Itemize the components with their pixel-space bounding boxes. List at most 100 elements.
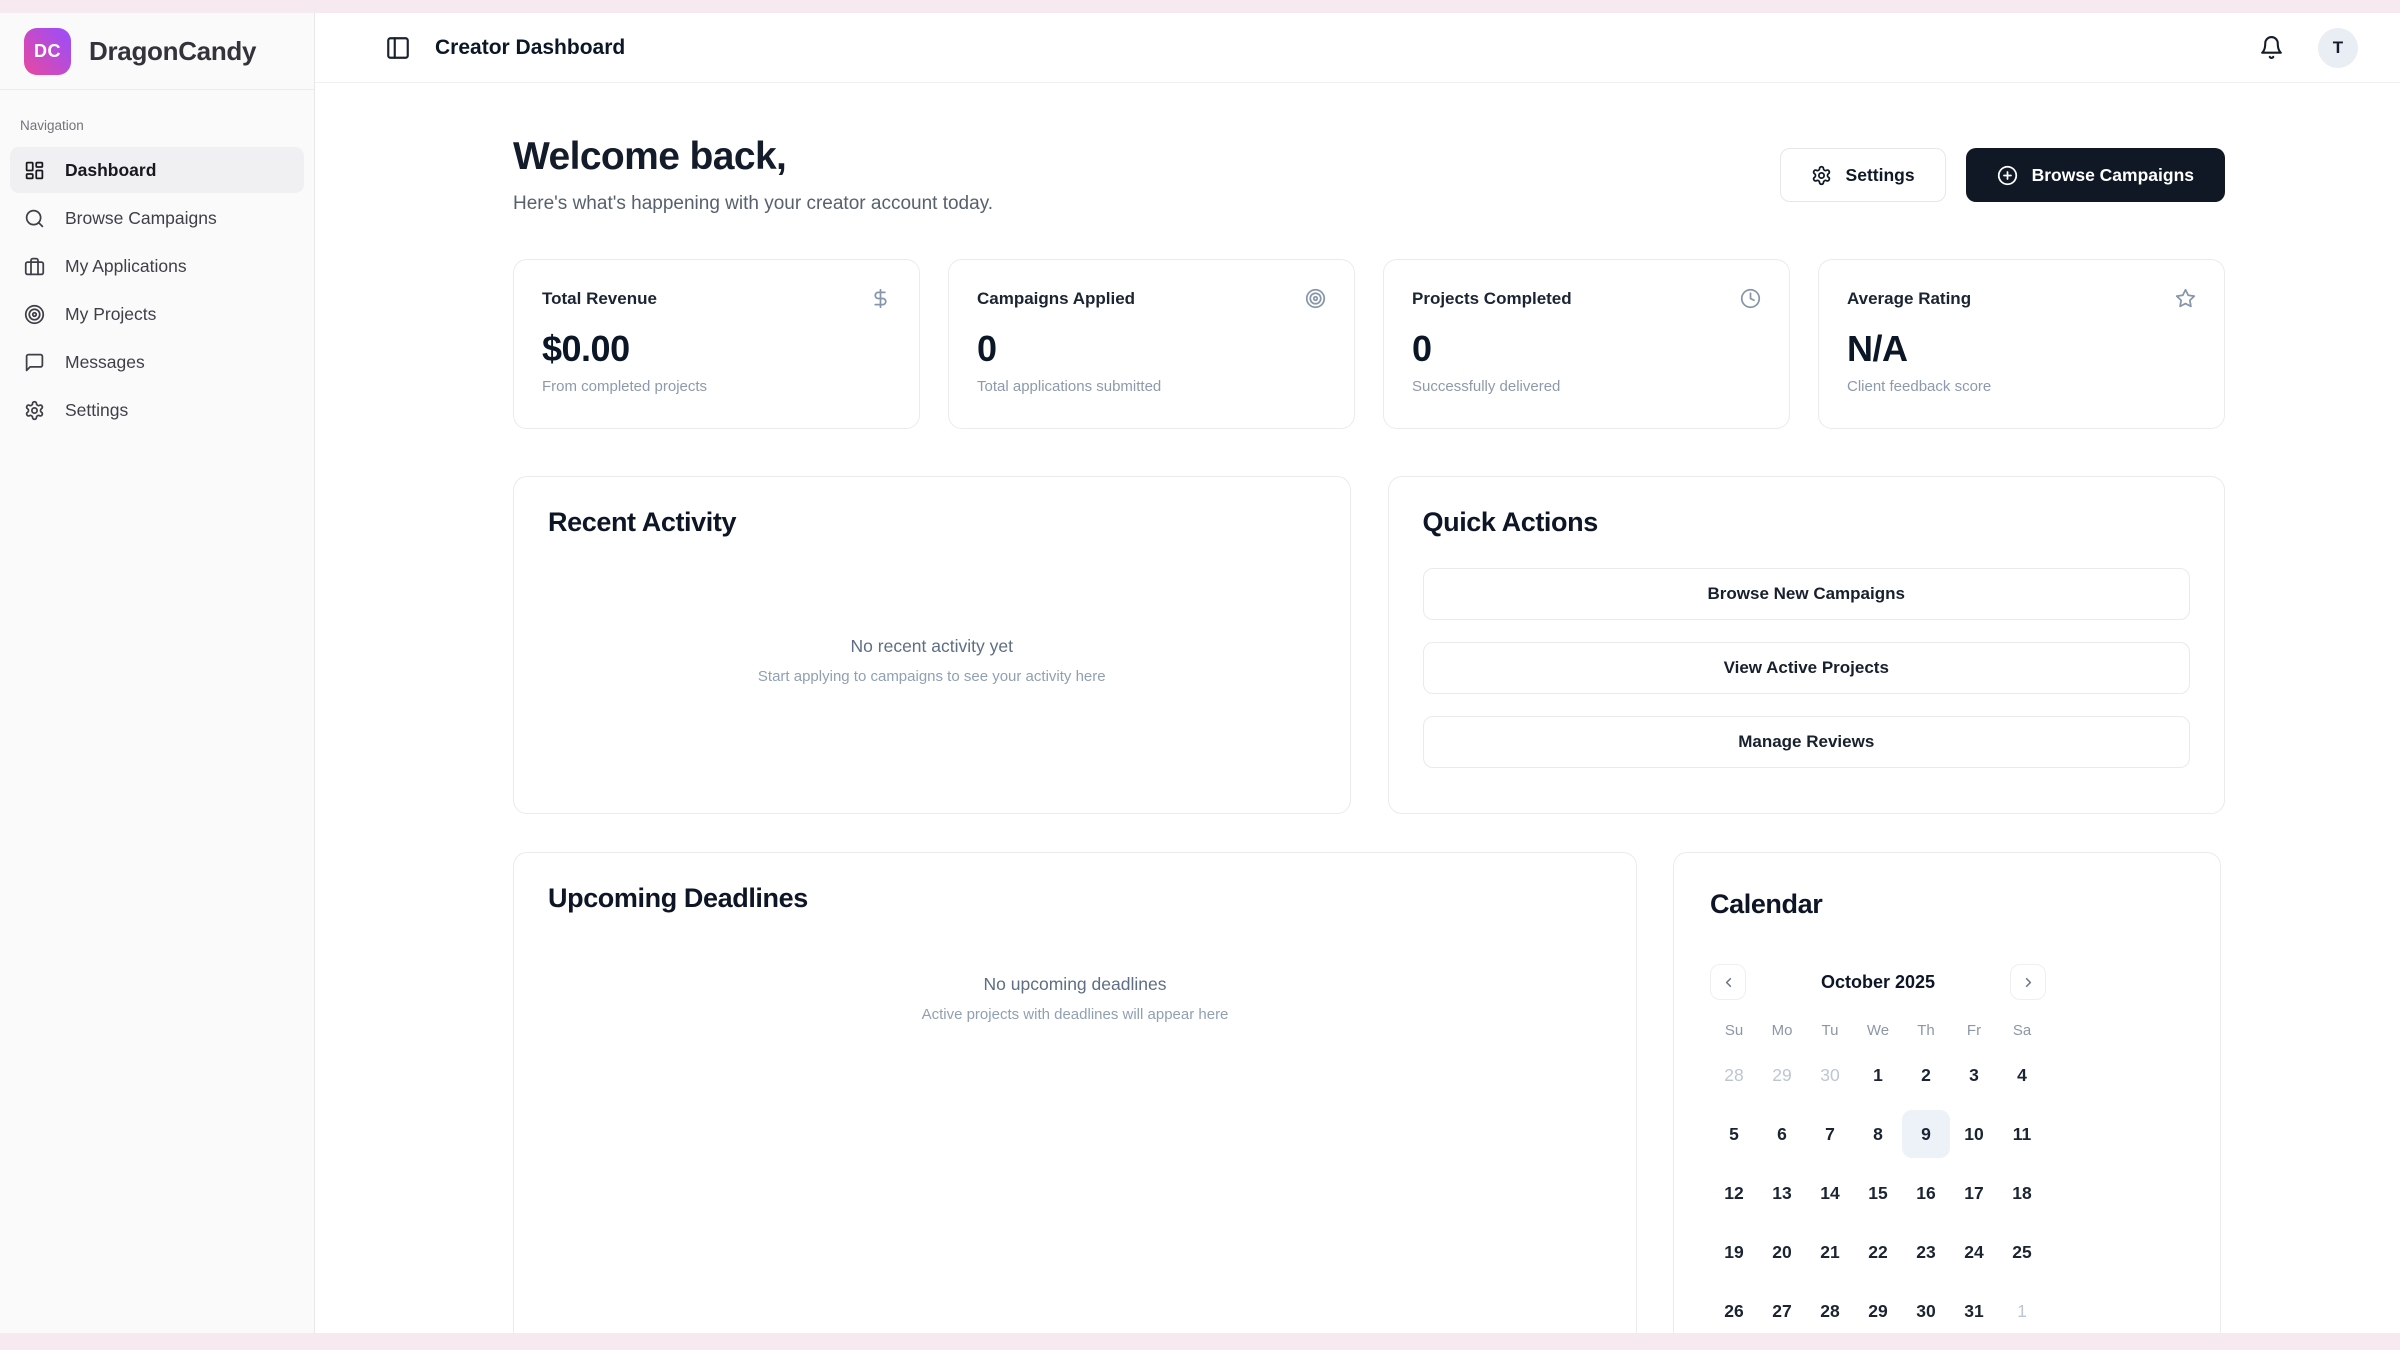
quick-actions-title: Quick Actions bbox=[1422, 507, 1599, 537]
weekday-label: Su bbox=[1724, 1022, 1744, 1039]
calendar-prev-button[interactable] bbox=[1710, 964, 1746, 1000]
calendar-nav: October 2025 bbox=[1710, 964, 2046, 1000]
recent-activity-empty-title: No recent activity yet bbox=[850, 636, 1013, 656]
target-icon bbox=[1305, 288, 1326, 309]
upcoming-deadlines-title: Upcoming Deadlines bbox=[548, 883, 808, 913]
deadlines-empty-subtitle: Active projects with deadlines will appe… bbox=[921, 1006, 1229, 1023]
dollar-icon bbox=[870, 288, 891, 309]
stat-title: Projects Completed bbox=[1412, 288, 1572, 308]
calendar-day[interactable]: 28 bbox=[1724, 1064, 1744, 1085]
calendar-day[interactable]: 4 bbox=[2017, 1064, 2027, 1085]
calendar-card: Calendar October 2025 bbox=[1673, 852, 2221, 1333]
recent-activity-title: Recent Activity bbox=[548, 507, 737, 537]
calendar-day[interactable]: 24 bbox=[1964, 1241, 1984, 1262]
sidebar-item-browse-campaigns[interactable]: Browse Campaigns bbox=[10, 195, 304, 241]
welcome-title: Welcome back, bbox=[513, 135, 787, 178]
brand-logo: DC bbox=[24, 27, 71, 75]
stat-subtitle: Successfully delivered bbox=[1412, 378, 1561, 395]
calendar-day[interactable]: 12 bbox=[1724, 1182, 1744, 1203]
sidebar-item-my-applications[interactable]: My Applications bbox=[10, 243, 304, 289]
weekday-label: Th bbox=[1917, 1022, 1935, 1039]
search-icon bbox=[24, 208, 45, 229]
calendar-day[interactable]: 18 bbox=[2012, 1182, 2032, 1203]
stat-card-projects-completed: Projects Completed 0 Successfully delive… bbox=[1383, 259, 1790, 429]
calendar-day[interactable]: 26 bbox=[1724, 1300, 1744, 1321]
calendar-day[interactable]: 2 bbox=[1921, 1064, 1931, 1085]
calendar-day[interactable]: 28 bbox=[1820, 1300, 1840, 1321]
sidebar-item-settings[interactable]: Settings bbox=[10, 387, 304, 433]
calendar-day[interactable]: 1 bbox=[1873, 1064, 1883, 1085]
deadlines-empty-title: No upcoming deadlines bbox=[983, 974, 1167, 994]
calendar-day[interactable]: 21 bbox=[1820, 1241, 1840, 1262]
calendar-day[interactable]: 29 bbox=[1868, 1300, 1888, 1321]
calendar-day[interactable]: 1 bbox=[2017, 1300, 2027, 1321]
welcome-subtitle: Here's what's happening with your creato… bbox=[513, 193, 994, 214]
stat-subtitle: Total applications submitted bbox=[977, 378, 1162, 395]
sidebar-item-label: Messages bbox=[65, 351, 145, 372]
calendar-day[interactable]: 7 bbox=[1825, 1123, 1835, 1144]
gear-icon bbox=[1811, 165, 1832, 186]
sidebar-item-label: Dashboard bbox=[65, 159, 157, 180]
calendar-day[interactable]: 13 bbox=[1772, 1182, 1792, 1203]
stat-title: Average Rating bbox=[1847, 288, 1972, 308]
calendar-weekday-row: Su Mo Tu We Th Fr Sa bbox=[1710, 1022, 2184, 1039]
manage-reviews-button[interactable]: Manage Reviews bbox=[1422, 716, 2190, 768]
content-scroll-area: Welcome back, Here's what's happening wi… bbox=[315, 83, 2400, 1333]
calendar-day[interactable]: 19 bbox=[1724, 1241, 1744, 1262]
calendar-day[interactable]: 25 bbox=[2012, 1241, 2032, 1262]
browse-campaigns-button[interactable]: Browse Campaigns bbox=[1965, 148, 2225, 202]
bottom-row: Upcoming Deadlines No upcoming deadlines… bbox=[513, 852, 2225, 1333]
dashboard-grid-icon bbox=[24, 160, 45, 181]
brand-name: DragonCandy bbox=[89, 35, 257, 66]
calendar-day[interactable]: 20 bbox=[1772, 1241, 1792, 1262]
sidebar-item-messages[interactable]: Messages bbox=[10, 339, 304, 385]
calendar-day[interactable]: 10 bbox=[1964, 1123, 1984, 1144]
notifications-bell-icon[interactable] bbox=[2259, 35, 2284, 60]
upcoming-deadlines-card: Upcoming Deadlines No upcoming deadlines… bbox=[513, 852, 1637, 1333]
browse-new-campaigns-button[interactable]: Browse New Campaigns bbox=[1422, 568, 2190, 620]
recent-activity-card: Recent Activity No recent activity yet S… bbox=[513, 476, 1351, 814]
main-area: Creator Dashboard T Welcome back, Here's… bbox=[315, 13, 2400, 1333]
sidebar-nav: Navigation Dashboard Browse Campaigns My… bbox=[0, 90, 314, 463]
gear-icon bbox=[24, 400, 45, 421]
view-active-projects-button[interactable]: View Active Projects bbox=[1422, 642, 2190, 694]
calendar-day[interactable]: 15 bbox=[1868, 1182, 1888, 1203]
briefcase-icon bbox=[24, 256, 45, 277]
target-icon bbox=[24, 304, 45, 325]
stat-value: N/A bbox=[1847, 328, 1908, 369]
calendar-grid: 28 29 30 1 2 3 4 5 6 7 8 9 10 11 12 13 14 15 16 17 18 19 20 21 2… bbox=[1710, 1051, 2184, 1333]
settings-button-label: Settings bbox=[1845, 164, 1915, 185]
stat-card-campaigns-applied: Campaigns Applied 0 Total applications s… bbox=[948, 259, 1355, 429]
calendar-day[interactable]: 22 bbox=[1868, 1241, 1888, 1262]
settings-button[interactable]: Settings bbox=[1779, 148, 1946, 202]
stat-value: 0 bbox=[1412, 328, 1432, 369]
stat-card-average-rating: Average Rating N/A Client feedback score bbox=[1818, 259, 2225, 429]
calendar-day-today[interactable]: 9 bbox=[1902, 1110, 1950, 1158]
calendar-day[interactable]: 11 bbox=[2012, 1123, 2032, 1144]
calendar-day[interactable]: 8 bbox=[1873, 1123, 1883, 1144]
sidebar-item-my-projects[interactable]: My Projects bbox=[10, 291, 304, 337]
weekday-label: Mo bbox=[1771, 1022, 1793, 1039]
calendar-month-label: October 2025 bbox=[1820, 971, 1936, 992]
calendar-day[interactable]: 16 bbox=[1916, 1182, 1936, 1203]
weekday-label: Fr bbox=[1966, 1022, 1982, 1039]
calendar-next-button[interactable] bbox=[2010, 964, 2046, 1000]
calendar-day[interactable]: 29 bbox=[1772, 1064, 1792, 1085]
calendar-day[interactable]: 27 bbox=[1772, 1300, 1792, 1321]
sidebar-item-label: My Projects bbox=[65, 303, 157, 324]
sidebar-item-label: Browse Campaigns bbox=[65, 207, 217, 228]
calendar-day[interactable]: 31 bbox=[1964, 1300, 1984, 1321]
calendar-day[interactable]: 3 bbox=[1969, 1064, 1979, 1085]
chevron-left-icon bbox=[1721, 975, 1736, 990]
calendar-day[interactable]: 17 bbox=[1964, 1182, 1984, 1203]
stat-subtitle: Client feedback score bbox=[1847, 378, 1992, 395]
calendar-day[interactable]: 23 bbox=[1916, 1241, 1936, 1262]
calendar-day[interactable]: 14 bbox=[1820, 1182, 1840, 1203]
calendar-day[interactable]: 5 bbox=[1729, 1123, 1739, 1144]
calendar-day[interactable]: 30 bbox=[1820, 1064, 1840, 1085]
calendar-day[interactable]: 30 bbox=[1916, 1300, 1936, 1321]
user-avatar[interactable]: T bbox=[2318, 27, 2358, 68]
sidebar-item-dashboard[interactable]: Dashboard bbox=[10, 147, 304, 193]
sidebar-toggle-icon[interactable] bbox=[385, 35, 411, 61]
calendar-day[interactable]: 6 bbox=[1777, 1123, 1787, 1144]
